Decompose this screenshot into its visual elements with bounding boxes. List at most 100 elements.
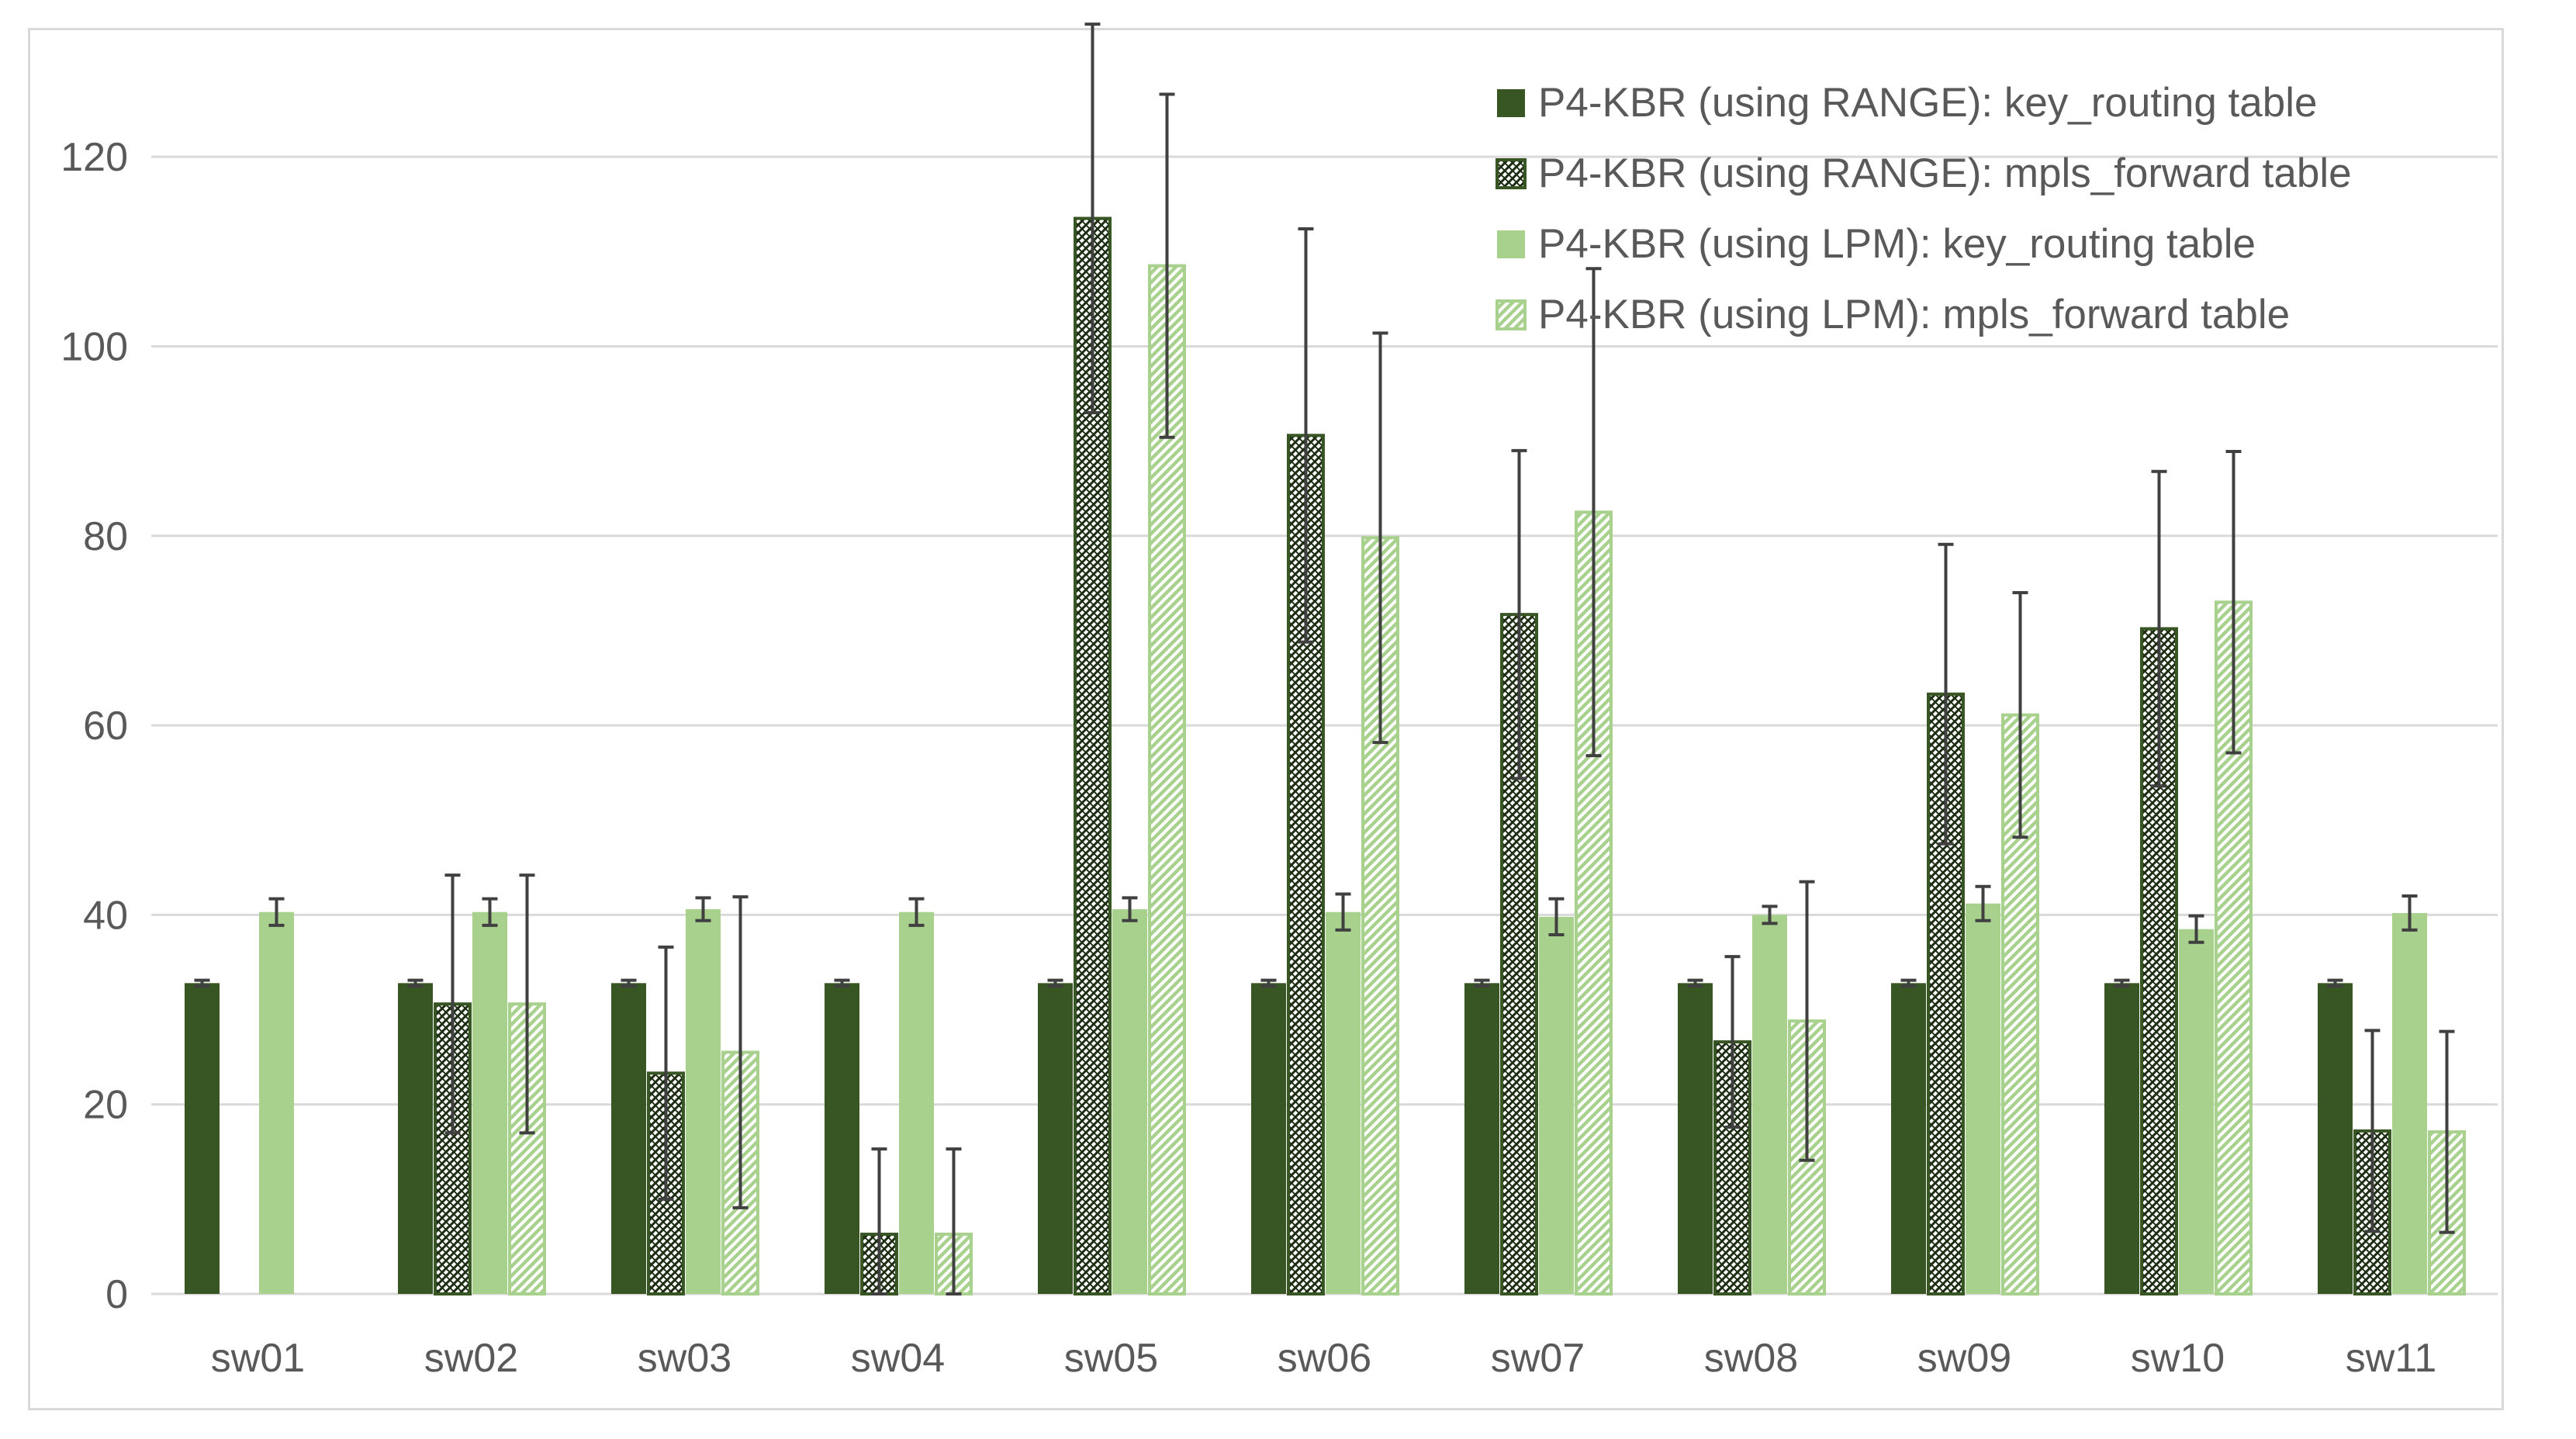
bar-sw08-series-1 bbox=[1678, 983, 1713, 1294]
y-axis-ticks: 0 20 40 60 80 100 120 bbox=[61, 135, 128, 1317]
y-tick-label: 60 bbox=[83, 704, 128, 749]
bar-sw05-series-3 bbox=[1112, 909, 1147, 1294]
bar-sw02-series-2 bbox=[434, 1002, 472, 1295]
bar-sw04-series-3 bbox=[899, 911, 934, 1294]
bar-sw09-series-1 bbox=[1891, 983, 1926, 1294]
error-bar-sw03-series-1 bbox=[621, 978, 637, 988]
error-bar-sw06-series-4 bbox=[1372, 331, 1388, 745]
bar-sw10-series-1 bbox=[2104, 983, 2139, 1294]
error-bar-sw02-series-2 bbox=[444, 873, 461, 1135]
legend-swatch-4 bbox=[1495, 299, 1527, 330]
bar-sw03-series-3 bbox=[686, 909, 721, 1294]
legend-swatch-3 bbox=[1497, 230, 1525, 258]
error-bar-sw04-series-1 bbox=[834, 978, 850, 988]
y-tick-label: 120 bbox=[61, 135, 128, 180]
x-tick-label-sw01: sw01 bbox=[211, 1336, 305, 1381]
error-bar-sw05-series-2 bbox=[1084, 22, 1101, 414]
bar-sw07-series-1 bbox=[1464, 983, 1499, 1294]
bar-sw09-series-3 bbox=[1966, 903, 2000, 1294]
x-tick-label-sw11: sw11 bbox=[2346, 1336, 2437, 1381]
bar-sw06-series-4 bbox=[1361, 536, 1399, 1295]
error-bar-sw07-series-2 bbox=[1511, 448, 1527, 780]
y-tick-label: 0 bbox=[105, 1272, 128, 1317]
y-tick-label: 40 bbox=[83, 893, 128, 938]
bar-sw02-series-1 bbox=[398, 983, 433, 1294]
legend-swatch-1 bbox=[1497, 89, 1525, 117]
legend-item-1: P4-KBR (using RANGE): key_routing table bbox=[1497, 80, 2318, 126]
legend-label-3: P4-KBR (using LPM): key_routing table bbox=[1538, 221, 2256, 267]
y-tick-label: 100 bbox=[61, 324, 128, 369]
error-bar-sw08-series-2 bbox=[1724, 955, 1741, 1129]
legend-item-4: P4-KBR (using LPM): mpls_forward table bbox=[1495, 292, 2290, 337]
error-bar-sw06-series-3 bbox=[1335, 892, 1351, 932]
error-bar-sw07-series-1 bbox=[1474, 978, 1490, 988]
error-bar-sw03-series-2 bbox=[658, 945, 674, 1201]
error-bar-sw11-series-4 bbox=[2439, 1029, 2455, 1234]
legend-item-3: P4-KBR (using LPM): key_routing table bbox=[1497, 221, 2256, 267]
bar-sw04-series-1 bbox=[825, 983, 859, 1294]
x-tick-label-sw09: sw09 bbox=[1917, 1336, 2011, 1381]
error-bar-sw05-series-4 bbox=[1159, 92, 1175, 439]
error-bar-sw01-series-3 bbox=[268, 897, 285, 927]
bar-sw10-series-3 bbox=[2179, 929, 2214, 1294]
bar-sw11-series-3 bbox=[2392, 912, 2427, 1294]
error-bar-sw11-series-3 bbox=[2401, 894, 2418, 932]
error-bar-sw10-series-2 bbox=[2151, 469, 2167, 788]
bar-sw06-series-1 bbox=[1251, 983, 1286, 1294]
bar-sw02-series-3 bbox=[472, 911, 507, 1294]
error-bar-sw07-series-4 bbox=[1585, 267, 1602, 758]
legend-label-1: P4-KBR (using RANGE): key_routing table bbox=[1538, 80, 2318, 126]
error-bar-sw05-series-3 bbox=[1122, 896, 1138, 922]
error-bar-sw11-series-1 bbox=[2327, 978, 2343, 988]
error-bar-sw09-series-4 bbox=[2012, 591, 2028, 839]
bar-sw05-series-1 bbox=[1038, 983, 1073, 1294]
x-tick-label-sw08: sw08 bbox=[1704, 1336, 1798, 1381]
x-tick-label-sw04: sw04 bbox=[851, 1336, 945, 1381]
bar-sw07-series-3 bbox=[1539, 916, 1574, 1294]
error-bar-sw04-series-2 bbox=[871, 1147, 887, 1295]
error-bar-sw02-series-3 bbox=[482, 897, 498, 927]
legend: P4-KBR (using RANGE): key_routing table P… bbox=[1495, 80, 2352, 337]
error-bar-sw03-series-3 bbox=[695, 896, 711, 922]
legend-label-4: P4-KBR (using LPM): mpls_forward table bbox=[1538, 292, 2290, 337]
x-axis-ticks: sw01 sw02 sw03 sw04 sw05 sw06 sw07 sw08 sw09 sw10… bbox=[211, 1336, 2436, 1381]
error-bar-sw11-series-2 bbox=[2364, 1029, 2381, 1233]
error-bar-sw08-series-4 bbox=[1799, 880, 1815, 1162]
error-bar-sw08-series-3 bbox=[1762, 905, 1778, 925]
legend-label-2: P4-KBR (using RANGE): mpls_forward table bbox=[1538, 150, 2352, 196]
legend-item-2: P4-KBR (using RANGE): mpls_forward table bbox=[1495, 150, 2352, 196]
error-bar-sw07-series-3 bbox=[1548, 897, 1565, 937]
bar-sw01-series-1 bbox=[185, 983, 220, 1294]
bar-sw01-series-3 bbox=[259, 911, 294, 1294]
error-bar-sw08-series-1 bbox=[1687, 978, 1703, 988]
error-bar-sw04-series-4 bbox=[946, 1147, 962, 1295]
error-bar-sw06-series-2 bbox=[1298, 227, 1314, 644]
error-bar-sw09-series-2 bbox=[1938, 542, 1954, 846]
error-bar-sw09-series-3 bbox=[1975, 884, 1991, 922]
error-bar-sw05-series-1 bbox=[1047, 978, 1063, 988]
error-bar-sw01-series-1 bbox=[194, 978, 210, 988]
error-bar-sw02-series-4 bbox=[519, 873, 535, 1135]
error-bar-sw02-series-1 bbox=[407, 978, 424, 988]
error-bar-sw10-series-1 bbox=[2114, 978, 2130, 988]
error-bar-sw10-series-3 bbox=[2188, 914, 2204, 944]
error-bar-sw04-series-3 bbox=[908, 897, 925, 927]
error-bar-sw03-series-4 bbox=[732, 895, 749, 1209]
y-tick-label: 20 bbox=[83, 1083, 128, 1128]
y-tick-label: 80 bbox=[83, 514, 128, 559]
x-tick-label-sw05: sw05 bbox=[1064, 1336, 1158, 1381]
x-tick-label-sw03: sw03 bbox=[638, 1336, 731, 1381]
x-tick-label-sw02: sw02 bbox=[424, 1336, 518, 1381]
bar-sw06-series-3 bbox=[1326, 911, 1361, 1294]
legend-swatch-2 bbox=[1495, 158, 1527, 189]
x-tick-label-sw07: sw07 bbox=[1491, 1336, 1585, 1381]
bar-sw11-series-1 bbox=[2318, 983, 2353, 1294]
error-bars bbox=[194, 22, 2455, 1295]
x-tick-label-sw06: sw06 bbox=[1278, 1336, 1371, 1381]
error-bar-sw09-series-1 bbox=[1900, 978, 1917, 988]
bar-sw03-series-1 bbox=[611, 983, 646, 1294]
bar-sw08-series-3 bbox=[1752, 915, 1787, 1294]
x-tick-label-sw10: sw10 bbox=[2131, 1336, 2225, 1381]
error-bar-sw06-series-1 bbox=[1260, 978, 1277, 988]
